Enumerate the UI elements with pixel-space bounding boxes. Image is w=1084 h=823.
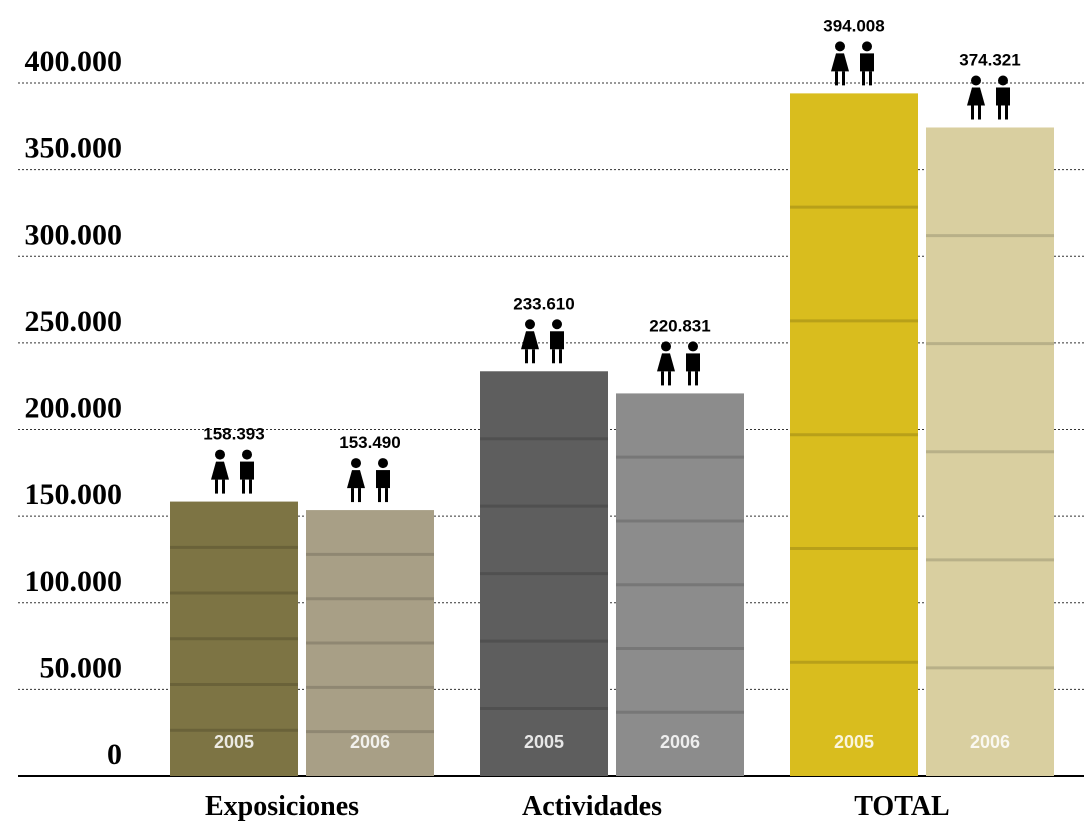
person-icon (657, 341, 675, 385)
person-icon (967, 75, 985, 119)
icon-body (240, 462, 254, 480)
value-label: 153.490 (339, 433, 400, 452)
icon-leg (378, 488, 381, 502)
icon-leg (998, 105, 1001, 119)
icon-body (860, 53, 874, 71)
icon-leg (242, 480, 245, 494)
value-label: 158.393 (203, 425, 264, 444)
x-tick-label: Actividades (522, 791, 662, 822)
icon-leg (559, 349, 562, 363)
icon-leg (525, 349, 528, 363)
icon-body (521, 331, 539, 349)
icon-body (347, 470, 365, 488)
icon-leg (668, 371, 671, 385)
person-icon (376, 458, 390, 502)
y-tick-label: 200.000 (25, 392, 123, 425)
icon-leg (661, 371, 664, 385)
icon-body (686, 353, 700, 371)
x-tick-label: Exposiciones (205, 791, 359, 822)
icon-head (215, 450, 225, 460)
icon-leg (552, 349, 555, 363)
icon-leg (688, 371, 691, 385)
icon-leg (385, 488, 388, 502)
icon-body (996, 87, 1010, 105)
person-icon (860, 41, 874, 85)
icon-leg (215, 480, 218, 494)
y-tick-label: 400.000 (25, 45, 123, 78)
icon-leg (862, 71, 865, 85)
icon-leg (869, 71, 872, 85)
value-label: 233.610 (513, 294, 574, 313)
icon-body (657, 353, 675, 371)
icon-head (971, 75, 981, 85)
y-tick-label: 0 (107, 738, 122, 771)
chart: 0 50.000 100.000 150.000 200.000 250.000 300.0… (0, 0, 1084, 823)
icon-leg (971, 105, 974, 119)
person-icon (240, 450, 254, 494)
icon-leg (842, 71, 845, 85)
icon-leg (222, 480, 225, 494)
value-label: 374.321 (959, 50, 1020, 69)
icon-leg (532, 349, 535, 363)
y-tick-label: 100.000 (25, 565, 123, 598)
y-tick-label: 350.000 (25, 132, 123, 165)
icon-leg (351, 488, 354, 502)
icon-leg (1005, 105, 1008, 119)
icon-leg (978, 105, 981, 119)
person-icon (686, 341, 700, 385)
icon-head (378, 458, 388, 468)
person-icon (550, 319, 564, 363)
icon-leg (249, 480, 252, 494)
person-icon (831, 41, 849, 85)
x-tick-label: TOTAL (854, 791, 949, 822)
person-icon (521, 319, 539, 363)
icon-head (998, 75, 1008, 85)
person-icon (347, 458, 365, 502)
y-tick-label: 300.000 (25, 218, 123, 251)
icon-body (376, 470, 390, 488)
y-tick-label: 150.000 (25, 478, 123, 511)
value-label: 220.831 (649, 316, 710, 335)
y-tick-label: 50.000 (40, 651, 123, 684)
y-tick-label: 250.000 (25, 305, 123, 338)
bar-year-label: 2005 (524, 732, 564, 752)
bar-year-label: 2006 (970, 732, 1010, 752)
icon-body (550, 331, 564, 349)
bar-year-label: 2006 (350, 732, 390, 752)
value-label: 394.008 (823, 16, 884, 35)
icon-leg (695, 371, 698, 385)
icon-head (242, 450, 252, 460)
icon-head (351, 458, 361, 468)
person-icon (996, 75, 1010, 119)
icon-head (525, 319, 535, 329)
bar-year-label: 2005 (214, 732, 254, 752)
icon-leg (835, 71, 838, 85)
icon-body (211, 462, 229, 480)
icon-body (967, 87, 985, 105)
icon-leg (358, 488, 361, 502)
icon-head (862, 41, 872, 51)
person-icon (211, 450, 229, 494)
icon-head (835, 41, 845, 51)
icon-head (688, 341, 698, 351)
icon-head (552, 319, 562, 329)
icon-body (831, 53, 849, 71)
icon-head (661, 341, 671, 351)
bar-year-label: 2006 (660, 732, 700, 752)
bar-year-label: 2005 (834, 732, 874, 752)
